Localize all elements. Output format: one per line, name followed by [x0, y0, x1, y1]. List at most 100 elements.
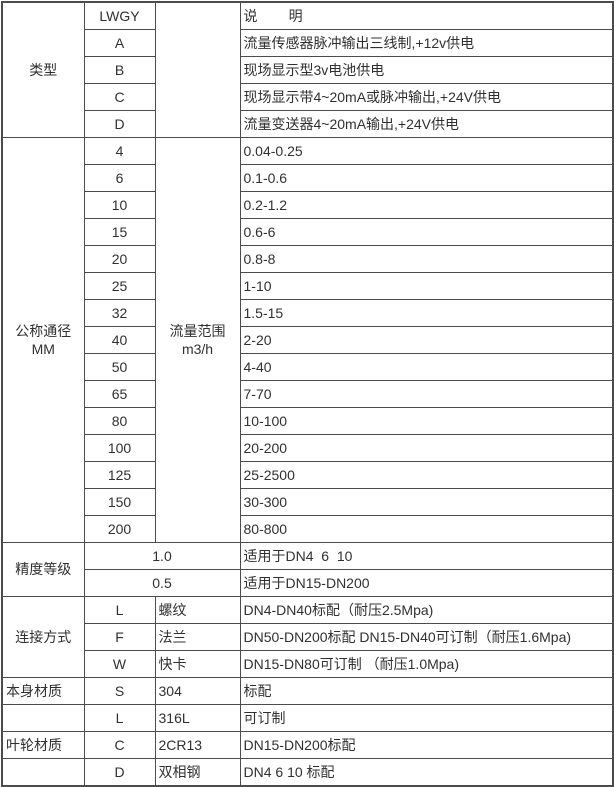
- table-row: 150 30-300: [2, 488, 614, 516]
- table-row: 25 1-10: [2, 272, 614, 300]
- table-row: 40 2-20: [2, 326, 614, 354]
- accuracy-value-cell: 0.5: [83, 569, 241, 597]
- range-cell: 1-10: [239, 272, 614, 300]
- description-cell: DN15-DN200标配: [239, 731, 614, 759]
- table-row: A 流量传感器脉冲输出三线制,+12v供电: [2, 29, 614, 57]
- code-cell: LWGY: [83, 1, 156, 30]
- code-cell: C: [83, 731, 156, 759]
- table-row: C 现场显示带4~20mA或脉冲输出,+24V供电: [2, 83, 614, 111]
- size-cell: 25: [83, 272, 156, 300]
- range-cell: 30-300: [239, 488, 614, 516]
- range-cell: 0.8-8: [239, 245, 614, 273]
- material-cell: 316L: [154, 704, 241, 732]
- size-cell: 125: [83, 461, 156, 489]
- size-cell: 50: [83, 353, 156, 381]
- empty-cell: [1, 758, 85, 787]
- range-cell: 10-100: [239, 407, 614, 435]
- size-cell: 100: [83, 434, 156, 462]
- table-row: 叶轮材质 C 2CR13 DN15-DN200标配: [1, 731, 614, 759]
- size-cell: 80: [83, 407, 156, 435]
- connection-type-cell: 快卡: [154, 650, 241, 678]
- range-cell: 80-800: [239, 515, 614, 543]
- description-header: 说 明: [239, 1, 614, 30]
- table-row: B 现场显示型3v电池供电: [2, 56, 614, 84]
- table-row: 连接方式 L 螺纹 DN4-DN40标配（耐压2.5Mpa): [1, 596, 614, 678]
- table-row: 15 0.6-6: [2, 218, 614, 246]
- section-label-body-material: 本身材质: [1, 677, 85, 705]
- size-cell: 6: [83, 164, 156, 192]
- size-cell: 20: [83, 245, 156, 273]
- size-cell: 40: [83, 326, 156, 354]
- table-row: 200 80-800: [2, 515, 614, 543]
- range-cell: 0.1-0.6: [239, 164, 614, 192]
- code-cell: A: [83, 29, 156, 57]
- size-cell: 65: [83, 380, 156, 408]
- table-row: 20 0.8-8: [2, 245, 614, 273]
- range-cell: 20-200: [239, 434, 614, 462]
- code-cell: L: [83, 596, 156, 624]
- table-row: D 流量变送器4~20mA输出,+24V供电: [2, 110, 614, 138]
- section-label-accuracy: 精度等级: [1, 542, 85, 597]
- description-cell: 流量传感器脉冲输出三线制,+12v供电: [239, 29, 614, 57]
- table-row: 100 20-200: [2, 434, 614, 462]
- material-cell: 304: [154, 677, 241, 705]
- material-cell: 2CR13: [154, 731, 241, 759]
- table-row: 本身材质 S 304 标配: [1, 677, 614, 705]
- table-row: 80 10-100: [2, 407, 614, 435]
- table-row: 125 25-2500: [2, 461, 614, 489]
- table-row: D 双相钢 DN4 6 10 标配: [1, 758, 614, 787]
- range-cell: 0.6-6: [239, 218, 614, 246]
- accuracy-value-cell: 1.0: [83, 542, 241, 570]
- section-label-type: 类型: [1, 1, 85, 138]
- size-cell: 4: [83, 137, 156, 165]
- description-cell: 流量变送器4~20mA输出,+24V供电: [239, 110, 614, 138]
- size-cell: 150: [83, 488, 156, 516]
- table-row: 0.5 适用于DN15-DN200: [2, 569, 614, 597]
- code-cell: C: [83, 83, 156, 111]
- empty-merged-cell: [154, 1, 241, 138]
- size-cell: 200: [83, 515, 156, 543]
- table-row: F 法兰 DN50-DN200标配 DN15-DN40可订制（耐压1.6Mpa): [2, 623, 614, 651]
- empty-cell: [1, 704, 85, 732]
- flow-range-label: 流量范围 m3/h: [154, 137, 241, 543]
- table-row: 类型 LWGY 说 明: [1, 1, 614, 138]
- description-cell: 适用于DN15-DN200: [239, 569, 614, 597]
- description-cell: 标配: [239, 677, 614, 705]
- code-cell: D: [83, 758, 156, 787]
- range-cell: 0.04-0.25: [239, 137, 614, 165]
- code-cell: L: [83, 704, 156, 732]
- section-label-diameter: 公称通径 MM: [1, 137, 85, 543]
- table-row: 65 7-70: [2, 380, 614, 408]
- table-row: 6 0.1-0.6: [2, 164, 614, 192]
- description-cell: 现场显示型3v电池供电: [239, 56, 614, 84]
- section-label-connection: 连接方式: [1, 596, 85, 678]
- range-cell: 4-40: [239, 353, 614, 381]
- range-cell: 1.5-15: [239, 299, 614, 327]
- connection-type-cell: 螺纹: [154, 596, 241, 624]
- range-cell: 7-70: [239, 380, 614, 408]
- section-label-impeller-material: 叶轮材质: [1, 731, 85, 759]
- description-cell: DN50-DN200标配 DN15-DN40可订制（耐压1.6Mpa): [239, 623, 614, 651]
- code-cell: W: [83, 650, 156, 678]
- material-cell: 双相钢: [154, 758, 241, 787]
- table-row: 公称通径 MM 4 流量范围 m3/h 0.04-0.25: [1, 137, 614, 543]
- table-row: W 快卡 DN15-DN80可订制 （耐压1.0Mpa): [2, 650, 614, 678]
- range-cell: 2-20: [239, 326, 614, 354]
- description-cell: DN4 6 10 标配: [239, 758, 614, 787]
- size-cell: 15: [83, 218, 156, 246]
- table-row: 32 1.5-15: [2, 299, 614, 327]
- range-cell: 0.2-1.2: [239, 191, 614, 219]
- size-cell: 32: [83, 299, 156, 327]
- table-row: L 316L 可订制: [1, 704, 614, 732]
- description-cell: 可订制: [239, 704, 614, 732]
- description-cell: 现场显示带4~20mA或脉冲输出,+24V供电: [239, 83, 614, 111]
- range-cell: 25-2500: [239, 461, 614, 489]
- table-row: 50 4-40: [2, 353, 614, 381]
- size-cell: 10: [83, 191, 156, 219]
- table-row: 10 0.2-1.2: [2, 191, 614, 219]
- code-cell: S: [83, 677, 156, 705]
- description-cell: 适用于DN4 6 10: [239, 542, 614, 570]
- code-cell: F: [83, 623, 156, 651]
